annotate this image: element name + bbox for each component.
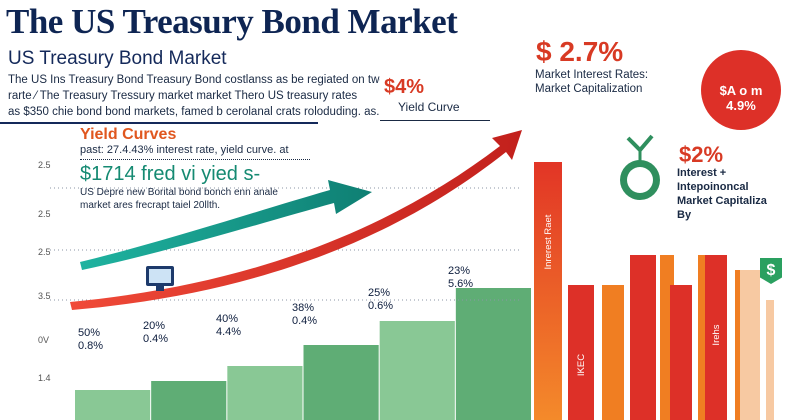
yield-curves-title: Yield Curves (80, 126, 177, 143)
rate-badge: $A o m 4.9% (701, 50, 781, 130)
y-tick-label: 2.5 (38, 209, 51, 219)
yield-curves-note: past: 27.4.43% interest rate, yield curv… (80, 144, 289, 156)
fred-note: US Depre new Borital bond bonch enn anal… (80, 186, 278, 212)
area-label: 50% 0.8% (78, 327, 104, 352)
y-tick-label: 1.4 (38, 373, 51, 383)
page-subtitle: US Treasury Bond Market (8, 48, 227, 69)
area-slice (303, 345, 379, 420)
interest-line: Market Capitaliza (677, 195, 767, 207)
rate-callout-2pct: $2% (679, 142, 724, 167)
area-label: 23% 5.6% (448, 265, 474, 290)
dollar-shield-icon: $ (760, 258, 782, 284)
interest-block: Interest + Intepoinoncal Market Capitali… (677, 166, 767, 222)
area-slice (227, 366, 303, 420)
area-label: 20% 0.4% (143, 320, 169, 345)
badge-line-2: 4.9% (726, 98, 756, 113)
rate-callout-2-7pct: $ 2.7% (536, 36, 624, 67)
rate-bars-group: Inrerest Raet IKEC Irehs (534, 162, 774, 420)
rate-bar-label: Inrerest Raet (543, 214, 554, 269)
rate-bar (670, 285, 692, 420)
rate-bar (740, 270, 760, 420)
area-slice (455, 288, 531, 420)
fred-note-line: market ares frecrapt taiel 20llth. (80, 200, 221, 211)
rate-bar-label: IKEC (576, 354, 587, 376)
fred-note-line: US Depre new Borital bond bonch enn anal… (80, 187, 278, 198)
rate-bar (568, 285, 594, 420)
intro-line: as $350 chie bond bond markets, famed b … (8, 106, 380, 118)
growth-icon (620, 134, 660, 200)
interest-line: Interest + (677, 167, 727, 179)
interest-line: Intepoinoncal (677, 181, 749, 193)
yield-curves-rule (80, 159, 310, 160)
fred-heading: $1714 fred vi yied s- (80, 163, 261, 185)
header-divider (0, 122, 318, 124)
rate-bar (630, 255, 656, 420)
y-tick-label: 3.5 (38, 291, 51, 301)
area-label: 25% 0.6% (368, 287, 394, 312)
area-label: 38% 0.4% (292, 302, 318, 327)
rate-bar (602, 285, 624, 420)
rate-bar (534, 162, 562, 420)
page-title: The US Treasury Bond Market (6, 2, 458, 41)
y-tick-label: 2.5 (38, 160, 51, 170)
rate-callout-4pct: $4% (384, 76, 425, 98)
y-tick-label: 0V (38, 335, 50, 345)
market-rates-block: Market Interest Rates: Market Capitaliza… (535, 68, 648, 96)
area-slice (75, 390, 151, 420)
intro-line: rarte ⁄ The Treasury Tressury market mar… (8, 90, 358, 102)
area-label: 40% 4.4% (216, 313, 242, 338)
area-slice (151, 381, 227, 420)
rate-bar (766, 300, 774, 420)
intro-text: The US Ins Treasury Bond Treasury Bond c… (8, 72, 380, 120)
rate-bar (705, 255, 727, 420)
monitor-icon (146, 266, 174, 291)
teal-arrow (80, 180, 372, 270)
badge-line-1: $A o m (719, 83, 763, 98)
yield-curve-label: Yield Curve (398, 100, 460, 114)
market-line: Market Capitalization (535, 83, 643, 95)
area-slice (379, 321, 455, 420)
y-tick-label: 2.5 (38, 247, 51, 257)
intro-line: The US Ins Treasury Bond Treasury Bond c… (8, 74, 380, 86)
label-underline (380, 120, 490, 121)
market-line: Market Interest Rates: (535, 69, 649, 81)
green-area-group (75, 288, 531, 420)
rate-bar-label: Irehs (711, 324, 722, 345)
interest-line: By (677, 209, 692, 221)
